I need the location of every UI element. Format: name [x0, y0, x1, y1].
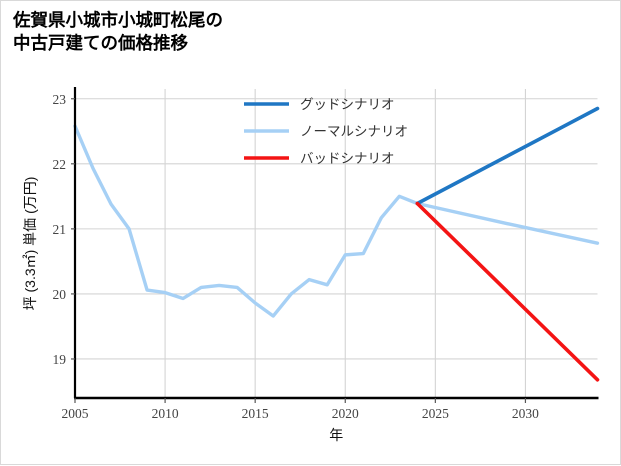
y-tick-label: 21	[53, 222, 67, 237]
x-tick-label: 2005	[62, 406, 89, 421]
series-line-normal	[73, 124, 600, 318]
x-tick-label: 2025	[422, 406, 449, 421]
y-tick-label: 19	[53, 352, 67, 367]
x-axis-title: 年	[329, 427, 343, 443]
data-series-layer	[73, 106, 600, 382]
axes-layer	[71, 87, 599, 403]
x-tick-label: 2010	[152, 406, 179, 421]
legend-label-1: ノーマルシナリオ	[300, 124, 408, 139]
tick-labels-layer: 19 20 21 22 23 2005 2010 2015 2020 2025 2030	[53, 92, 540, 421]
series-line-bad	[415, 201, 600, 382]
series-line-good	[415, 106, 600, 206]
y-axis-title: 坪 (3.3㎡) 単価 (万円)	[22, 177, 38, 311]
x-tick-label: 2030	[512, 406, 539, 421]
legend-label-0: グッドシナリオ	[300, 97, 395, 112]
y-tick-label: 22	[53, 157, 67, 172]
y-tick-label: 20	[53, 287, 67, 302]
x-tick-label: 2020	[332, 406, 359, 421]
legend-label-2: バッドシナリオ	[300, 151, 395, 166]
y-tick-label: 23	[53, 92, 67, 107]
chart-title: 佐賀県小城市小城町松尾の 中古戸建ての価格推移	[13, 10, 223, 54]
axis-titles-layer: 年 坪 (3.3㎡) 単価 (万円)	[22, 177, 343, 443]
x-tick-label: 2015	[242, 406, 269, 421]
